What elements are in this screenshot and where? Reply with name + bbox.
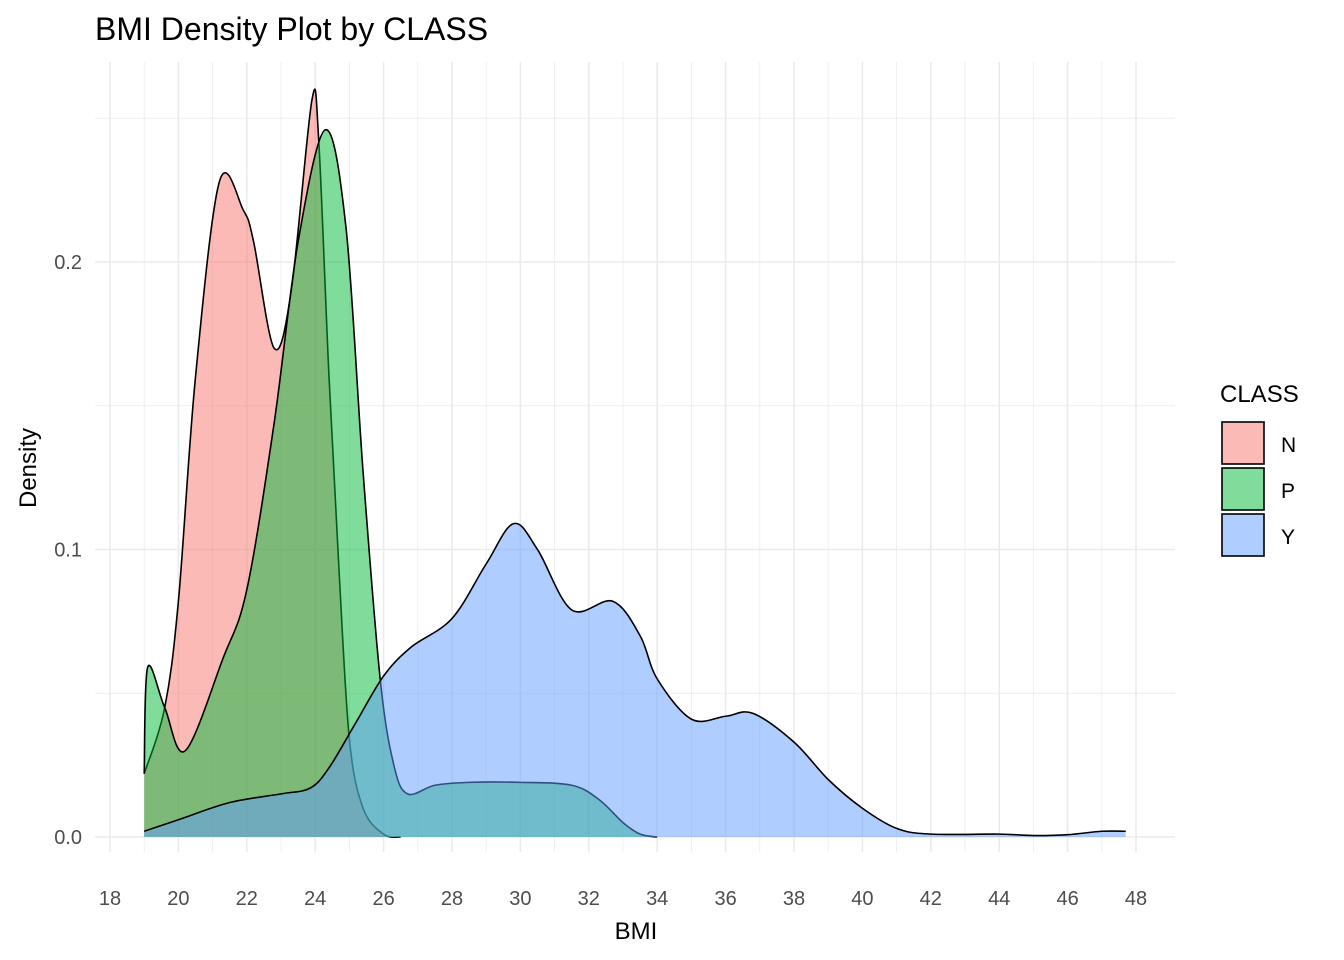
density-area-Y <box>144 523 1126 837</box>
x-tick-label: 44 <box>988 888 1010 910</box>
x-tick-label: 34 <box>646 888 668 910</box>
x-tick-label: 48 <box>1125 888 1147 910</box>
legend-key-P <box>1221 467 1265 511</box>
y-tick-labels: 0.0 0.1 0.2 <box>54 252 82 849</box>
density-line-Y <box>143 522 1126 837</box>
x-tick-label: 36 <box>714 888 736 910</box>
x-tick-label: 42 <box>920 888 942 910</box>
y-axis-label: Density <box>15 428 42 508</box>
legend-label: P <box>1281 480 1295 503</box>
x-axis-label: BMI <box>615 918 658 945</box>
x-tick-label: 18 <box>99 888 121 910</box>
x-tick-label: 46 <box>1056 888 1078 910</box>
x-tick-label: 28 <box>441 888 463 910</box>
legend-key-Y <box>1221 513 1265 557</box>
x-tick-label: 38 <box>783 888 805 910</box>
legend-key-N <box>1221 421 1265 465</box>
legend: CLASS NPY <box>1220 381 1299 557</box>
x-tick-label: 24 <box>304 888 326 910</box>
y-tick-label: 0.0 <box>54 827 82 849</box>
chart-title: BMI Density Plot by CLASS <box>95 11 488 47</box>
x-tick-labels: 18 20 22 24 26 28 30 32 34 36 38 40 42 44 46 48 <box>99 888 1147 910</box>
legend-label: Y <box>1281 526 1295 549</box>
legend-label: N <box>1281 434 1296 457</box>
x-tick-label: 30 <box>509 888 531 910</box>
y-tick-label: 0.1 <box>54 540 82 562</box>
y-tick-label: 0.2 <box>54 252 82 274</box>
x-tick-label: 26 <box>372 888 394 910</box>
legend-title: CLASS <box>1220 381 1299 408</box>
x-tick-label: 20 <box>167 888 189 910</box>
density-areas <box>143 88 1126 838</box>
x-tick-label: 32 <box>578 888 600 910</box>
density-area-P <box>144 129 658 837</box>
x-tick-label: 22 <box>236 888 258 910</box>
x-tick-label: 40 <box>851 888 873 910</box>
